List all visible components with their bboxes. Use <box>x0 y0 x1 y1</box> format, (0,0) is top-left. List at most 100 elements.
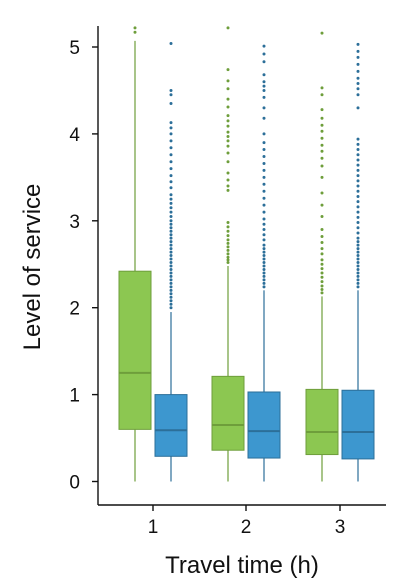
outlier-point <box>320 86 324 90</box>
outlier-point <box>169 247 173 251</box>
outlier-point <box>169 267 173 271</box>
outlier-point <box>262 247 266 251</box>
outlier-point <box>356 226 360 230</box>
outlier-point <box>169 206 173 210</box>
outlier-point <box>169 292 173 296</box>
outlier-point <box>226 221 230 225</box>
outlier-point <box>262 161 266 165</box>
outlier-point <box>262 243 266 247</box>
outlier-point <box>320 164 324 168</box>
outlier-point <box>169 281 173 285</box>
outlier-point <box>169 101 173 105</box>
outlier-point <box>169 201 173 205</box>
axes <box>97 26 386 506</box>
outlier-point <box>262 257 266 261</box>
outlier-point <box>262 254 266 258</box>
outlier-point <box>262 285 266 289</box>
outlier-point <box>320 267 324 271</box>
outlier-point <box>169 153 173 157</box>
outlier-point <box>320 275 324 279</box>
outlier-point <box>169 264 173 268</box>
outlier-point <box>226 135 230 139</box>
outlier-point <box>356 189 360 193</box>
outlier-point <box>226 184 230 188</box>
outlier-point <box>356 106 360 110</box>
outlier-point <box>320 149 324 153</box>
outlier-point <box>356 205 360 209</box>
outlier-point <box>320 143 324 147</box>
outlier-point <box>262 250 266 254</box>
y-tick-label: 5 <box>69 38 80 59</box>
y-tick-label: 3 <box>69 212 80 233</box>
outlier-point <box>226 119 230 123</box>
outlier-point <box>169 302 173 306</box>
outlier-point <box>169 271 173 275</box>
outlier-point <box>169 288 173 292</box>
outlier-point <box>169 88 173 92</box>
y-tick-label: 4 <box>69 125 80 146</box>
outlier-point <box>320 129 324 133</box>
x-tick-label: 3 <box>335 517 346 538</box>
outlier-point <box>169 229 173 233</box>
outlier-point <box>356 278 360 282</box>
outlier-point <box>226 105 230 109</box>
outlier-point <box>356 153 360 157</box>
outlier-point <box>226 178 230 182</box>
outlier-point <box>226 26 230 30</box>
outlier-point <box>169 139 173 143</box>
outlier-point <box>356 62 360 66</box>
outlier-point <box>320 280 324 284</box>
outlier-point <box>169 174 173 178</box>
outlier-point <box>262 217 266 221</box>
outlier-point <box>169 93 173 97</box>
outlier-point <box>356 221 360 225</box>
y-tick-label: 2 <box>69 299 80 320</box>
outlier-point <box>226 171 230 175</box>
outlier-point <box>356 261 360 265</box>
outlier-point <box>169 219 173 223</box>
outlier-point <box>262 271 266 275</box>
outlier-point <box>320 252 324 256</box>
outlier-point <box>226 229 230 233</box>
outlier-point <box>226 87 230 91</box>
outlier-point <box>226 124 230 128</box>
outlier-point <box>226 241 230 245</box>
outlier-point <box>226 261 230 265</box>
outlier-point <box>356 274 360 278</box>
outlier-point <box>226 238 230 242</box>
outlier-point <box>262 116 266 120</box>
ticks: 0 1 2 3 4 5 1 2 3 <box>69 38 345 538</box>
outlier-point <box>169 254 173 258</box>
outlier-point <box>133 26 137 30</box>
outlier-point <box>356 55 360 59</box>
outlier-point <box>169 257 173 261</box>
outlier-point <box>262 274 266 278</box>
y-tick-label: 1 <box>69 386 80 407</box>
outlier-point <box>262 182 266 186</box>
outlier-point <box>356 142 360 146</box>
y-axis-label: Level of service <box>19 184 46 351</box>
outlier-point <box>320 191 324 195</box>
outlier-point <box>169 132 173 136</box>
outlier-point <box>356 49 360 53</box>
outlier-point <box>320 284 324 288</box>
outlier-point <box>320 108 324 112</box>
outlier-point <box>356 210 360 214</box>
box <box>211 375 245 451</box>
box <box>247 391 281 459</box>
outlier-point <box>169 226 173 230</box>
outlier-point <box>356 148 360 152</box>
outlier-point <box>262 60 266 64</box>
outlier-point <box>262 84 266 88</box>
outlier-point <box>226 68 230 72</box>
outlier-point <box>169 126 173 130</box>
outlier-point <box>262 80 266 84</box>
outlier-point <box>226 151 230 155</box>
outlier-point <box>356 267 360 271</box>
outlier-point <box>320 203 324 207</box>
outlier-point <box>169 299 173 303</box>
outlier-point <box>262 222 266 226</box>
outlier-point <box>356 137 360 141</box>
outlier-point <box>262 233 266 237</box>
outlier-point <box>356 194 360 198</box>
